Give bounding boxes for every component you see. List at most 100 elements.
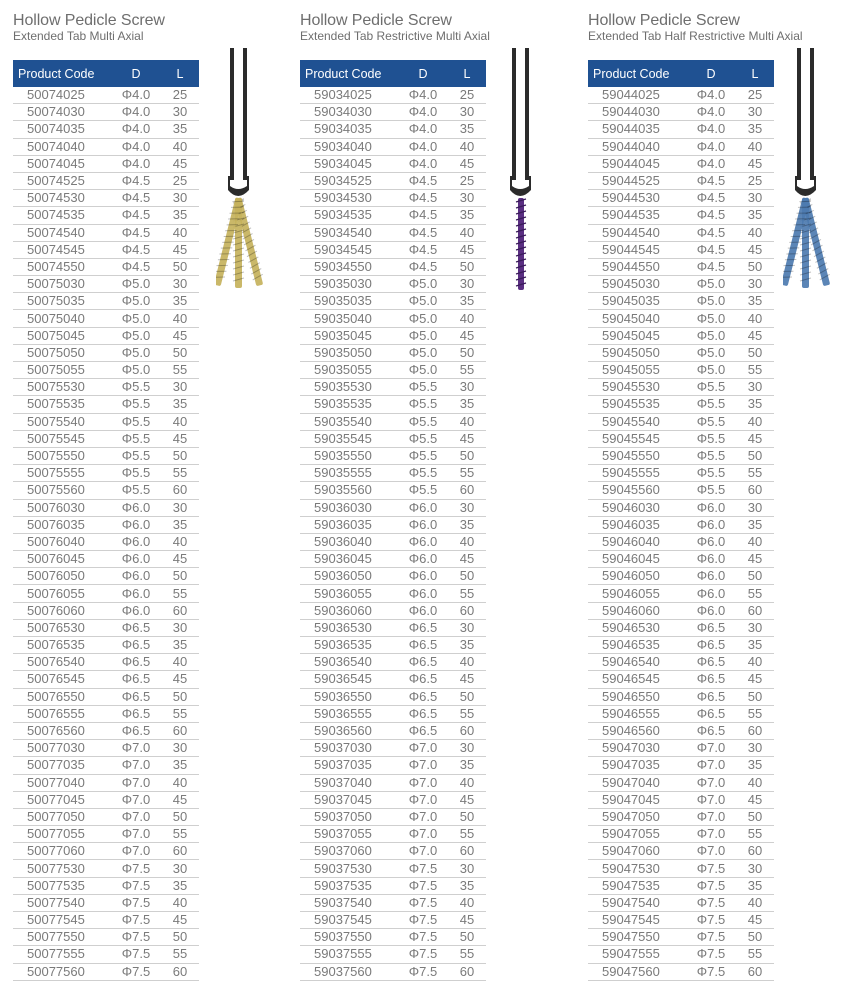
product-code-cell: 59046040 (588, 533, 686, 552)
diameter-cell: Φ5.0 (398, 275, 448, 294)
diameter-cell: Φ5.5 (398, 413, 448, 431)
product-code-cell: 59044040 (588, 138, 686, 156)
length-cell: 30 (736, 103, 774, 122)
product-title: Hollow Pedicle Screw (13, 12, 165, 29)
product-code-cell: 50076545 (13, 670, 111, 689)
thread-line (515, 252, 527, 257)
diameter-cell: Φ5.5 (398, 464, 448, 483)
length-cell: 55 (736, 825, 774, 844)
diameter-cell: Φ6.5 (398, 688, 448, 706)
product-code-cell: 50075535 (13, 395, 111, 414)
table-row: 59044540 Φ4.5 40 (588, 224, 774, 242)
table-row: 59047545 Φ7.5 45 (588, 911, 774, 930)
product-code-cell: 50074535 (13, 206, 111, 225)
diameter-cell: Φ7.0 (686, 739, 736, 758)
product-code-cell: 59045030 (588, 275, 686, 294)
length-cell: 40 (736, 138, 774, 156)
length-cell: 35 (448, 395, 486, 414)
length-cell: 45 (736, 670, 774, 689)
table-row: 59034030 Φ4.0 30 (300, 103, 486, 122)
product-code-cell: 50075035 (13, 292, 111, 311)
thread-line (216, 276, 225, 278)
table-row: 59034025 Φ4.0 25 (300, 87, 486, 105)
diameter-cell: Φ7.0 (398, 739, 448, 758)
thread-line (799, 271, 812, 276)
table-row: 50077045 Φ7.0 45 (13, 791, 199, 809)
thread-line (515, 222, 527, 227)
length-cell: 50 (736, 688, 774, 706)
table-row: 59046530 Φ6.5 30 (588, 619, 774, 638)
diameter-cell: Φ6.0 (686, 567, 736, 586)
length-cell: 40 (161, 533, 199, 552)
length-cell: 45 (736, 550, 774, 569)
diameter-cell: Φ7.5 (398, 945, 448, 964)
thread-line (515, 264, 527, 269)
diameter-cell: Φ4.0 (686, 138, 736, 156)
thread-line (223, 235, 236, 238)
diameter-cell: Φ6.0 (111, 584, 161, 603)
length-cell: 30 (161, 189, 199, 208)
table-row: 59046030 Φ6.0 30 (588, 499, 774, 517)
product-code-cell: 59035530 (300, 378, 398, 397)
table-row: 59046560 Φ6.5 60 (588, 722, 774, 741)
thread-line (232, 241, 245, 246)
product-code-cell: 59044535 (588, 206, 686, 225)
length-cell: 45 (736, 791, 774, 809)
diameter-cell: Φ5.5 (686, 378, 736, 397)
diameter-cell: Φ4.0 (398, 138, 448, 156)
thread-line (232, 271, 245, 276)
table-header-row: Product Code D L (300, 60, 486, 87)
product-code-cell: 59037055 (300, 825, 398, 844)
diameter-cell: Φ7.0 (686, 808, 736, 827)
diameter-cell: Φ7.5 (398, 963, 448, 981)
table-row: 59045555 Φ5.5 55 (588, 464, 774, 483)
product-code-cell: 59037060 (300, 842, 398, 861)
product-code-cell: 59045040 (588, 309, 686, 328)
table-row: 59045040 Φ5.0 40 (588, 309, 774, 328)
product-code-cell: 59036030 (300, 499, 398, 517)
diameter-cell: Φ4.5 (111, 241, 161, 259)
product-code-cell: 59045055 (588, 361, 686, 380)
length-cell: 45 (448, 911, 486, 930)
thread-line (515, 270, 527, 275)
diameter-cell: Φ6.0 (111, 516, 161, 534)
length-cell: 30 (448, 189, 486, 208)
product-code-cell: 50076540 (13, 653, 111, 672)
table-row: 59045545 Φ5.5 45 (588, 430, 774, 448)
table-row: 50077050 Φ7.0 50 (13, 808, 199, 827)
diameter-cell: Φ5.0 (398, 361, 448, 380)
length-cell: 30 (448, 739, 486, 758)
product-code-cell: 59047050 (588, 808, 686, 827)
product-code-cell: 50074030 (13, 103, 111, 122)
length-cell: 35 (736, 516, 774, 534)
table-row: 59036045 Φ6.0 45 (300, 550, 486, 569)
length-cell: 45 (161, 791, 199, 809)
header-diameter: D (111, 60, 161, 87)
table-row: 50077540 Φ7.5 40 (13, 894, 199, 913)
length-cell: 30 (448, 103, 486, 122)
product-code-cell: 59036055 (300, 584, 398, 603)
diameter-cell: Φ5.5 (686, 430, 736, 448)
diameter-cell: Φ5.0 (398, 327, 448, 345)
product-code-cell: 59034525 (300, 172, 398, 191)
product-code-cell: 59035555 (300, 464, 398, 483)
diameter-cell: Φ5.5 (111, 395, 161, 414)
product-code-cell: 50076555 (13, 705, 111, 723)
length-cell: 30 (161, 859, 199, 878)
table-row: 50077545 Φ7.5 45 (13, 911, 199, 930)
screw-image (216, 48, 263, 288)
diameter-cell: Φ4.0 (111, 138, 161, 156)
length-cell: 30 (161, 499, 199, 517)
length-cell: 55 (161, 945, 199, 964)
table-row: 59047055 Φ7.0 55 (588, 825, 774, 844)
diameter-cell: Φ5.0 (111, 327, 161, 345)
thread-line (232, 229, 245, 234)
diameter-cell: Φ5.5 (111, 430, 161, 448)
product-code-cell: 50076040 (13, 533, 111, 552)
length-cell: 30 (448, 378, 486, 397)
diameter-cell: Φ7.0 (398, 791, 448, 809)
thread-line (818, 268, 829, 275)
screw-shank-group (783, 197, 811, 286)
product-code-cell: 50077035 (13, 756, 111, 775)
length-cell: 40 (448, 774, 486, 792)
